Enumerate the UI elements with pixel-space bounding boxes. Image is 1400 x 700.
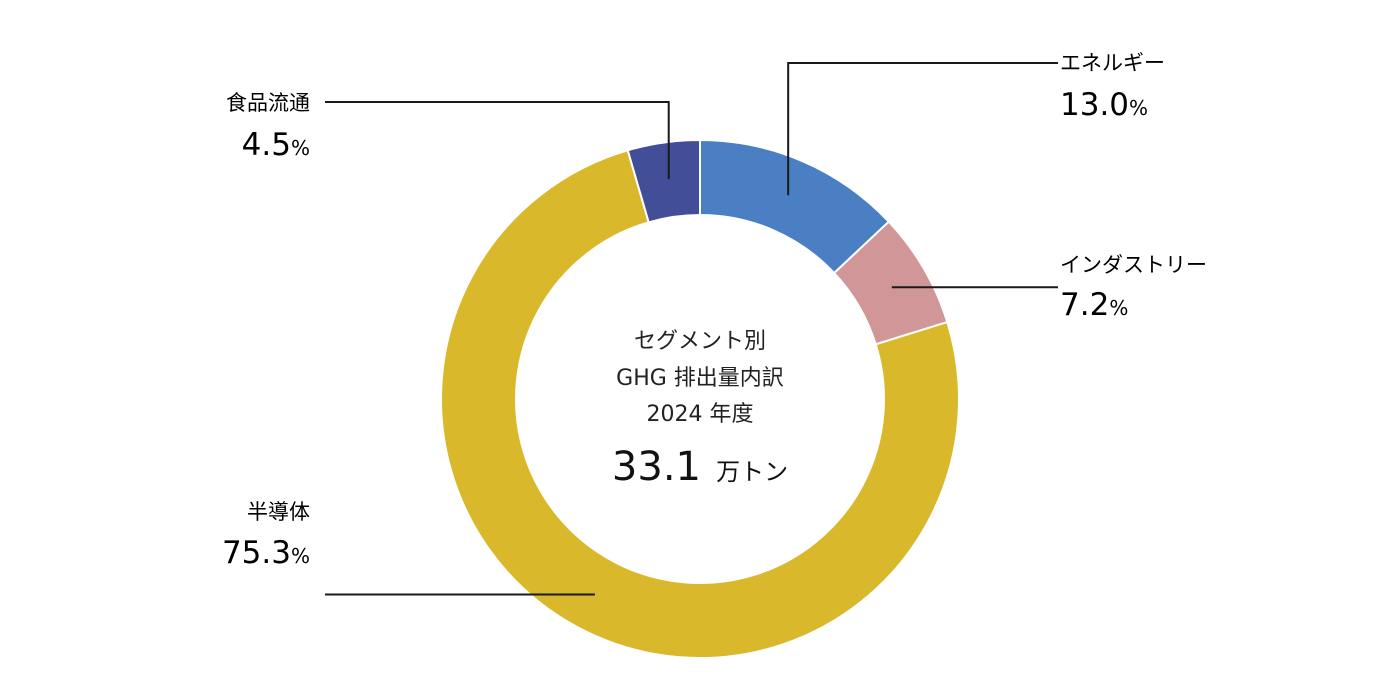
donut-slice xyxy=(440,149,960,659)
center-line-2: GHG 排出量内訳 xyxy=(616,366,784,391)
slice-labels: エネルギー 13.0% インダストリー 7.2% 半導体 75.3% 食品流通 4.5% xyxy=(222,51,1207,571)
center-total: 33.1 万トン xyxy=(612,444,788,490)
slice-value-label: 13.0% xyxy=(1060,87,1148,123)
leader-lines xyxy=(325,62,1058,596)
slice-value-label: 75.3% xyxy=(222,535,310,571)
center-line-3: 2024 年度 xyxy=(647,402,754,427)
center-caption: セグメント別 GHG 排出量内訳 2024 年度 33.1 万トン xyxy=(612,329,788,490)
leader-line xyxy=(325,101,670,180)
slice-name-label: インダストリー xyxy=(1060,253,1207,277)
slice-value-label: 7.2% xyxy=(1060,287,1128,323)
slice-value-label: 4.5% xyxy=(242,127,310,163)
leader-line xyxy=(787,62,1058,196)
center-line-1: セグメント別 xyxy=(634,329,766,354)
donut-slices xyxy=(440,138,960,659)
donut-slice xyxy=(626,138,701,224)
slice-name-label: エネルギー xyxy=(1060,51,1165,75)
slice-name-label: 食品流通 xyxy=(226,91,310,115)
center-total-value: 33.1 xyxy=(612,444,701,490)
center-total-unit: 万トン xyxy=(716,458,788,486)
slice-name-label: 半導体 xyxy=(247,500,310,524)
